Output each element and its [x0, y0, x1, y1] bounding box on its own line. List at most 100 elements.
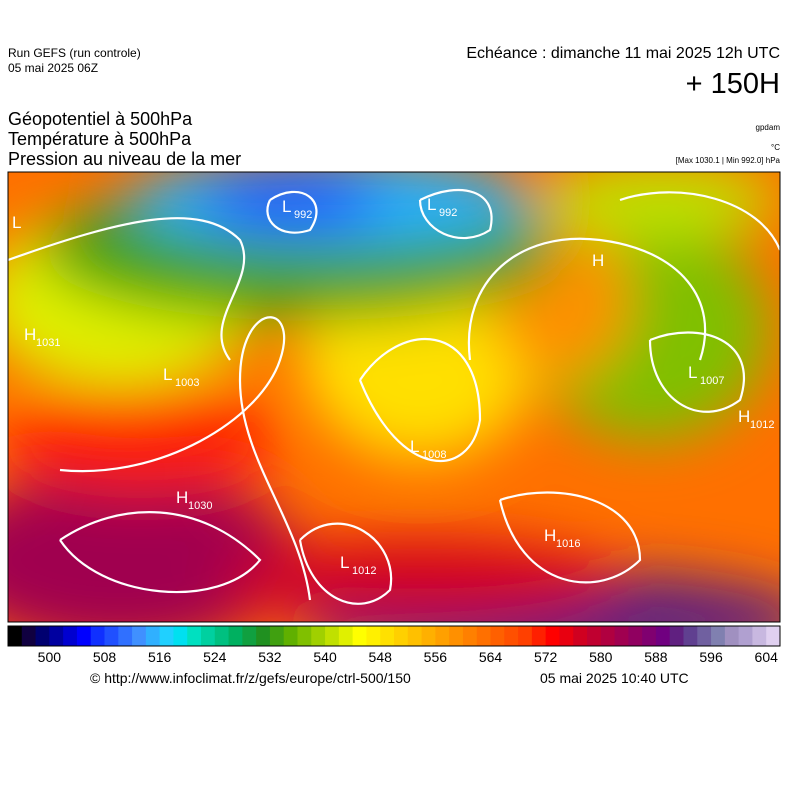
- unit-label: gpdam: [755, 123, 780, 132]
- unit-label: [Max 1030.1 | Min 992.0] hPa: [675, 156, 780, 165]
- colorbar-swatch: [269, 626, 285, 646]
- colorbar-swatch: [242, 626, 257, 646]
- legend-line: Géopotentiel à 500hPa: [8, 109, 193, 129]
- colorbar-tick-label: 588: [644, 649, 668, 665]
- colorbar-swatch: [407, 626, 423, 646]
- colorbar-tick-label: 604: [755, 649, 779, 665]
- colorbar-tick-label: 524: [203, 649, 227, 665]
- lead-time: + 150H: [685, 68, 780, 100]
- colorbar-tick-label: 540: [313, 649, 337, 665]
- colorbar-swatch: [435, 626, 450, 646]
- colorbar-swatch: [297, 626, 312, 646]
- colorbar-swatch: [573, 626, 588, 646]
- colorbar-tick-label: 508: [93, 649, 117, 665]
- colorbar-swatch: [352, 626, 367, 646]
- pressure-value: 1007: [700, 375, 724, 387]
- colorbar-swatch: [76, 626, 92, 646]
- colorbar-swatch: [90, 626, 105, 646]
- colorbar-swatch: [311, 626, 326, 646]
- colorbar-swatch: [642, 626, 657, 646]
- colorbar-swatch: [159, 626, 174, 646]
- pressure-value: 1012: [352, 565, 376, 577]
- colorbar-swatch: [118, 626, 133, 646]
- colorbar-swatch: [63, 626, 78, 646]
- unit-label: °C: [771, 143, 780, 152]
- colorbar-swatch: [394, 626, 409, 646]
- pressure-value: 1008: [422, 449, 446, 461]
- pressure-value: 1016: [556, 538, 580, 550]
- colorbar-swatch: [711, 626, 726, 646]
- colorbar-swatch: [669, 626, 684, 646]
- colorbar-swatch: [421, 626, 436, 646]
- colorbar-swatch: [21, 626, 37, 646]
- pressure-value: 992: [294, 209, 312, 221]
- valid-time: Echéance : dimanche 11 mai 2025 12h UTC: [466, 45, 780, 62]
- colorbar-swatch: [132, 626, 147, 646]
- source-url: © http://www.infoclimat.fr/z/gefs/europe…: [90, 670, 411, 686]
- pressure-letter: L: [12, 213, 21, 232]
- colorbar-swatch: [256, 626, 271, 646]
- colorbar-swatch: [476, 626, 491, 646]
- colorbar-swatch: [145, 626, 161, 646]
- colorbar-swatch: [35, 626, 50, 646]
- pressure-value: 1012: [750, 419, 774, 431]
- pressure-letter: H: [592, 251, 604, 270]
- isobars: [8, 188, 780, 605]
- colorbar-swatch: [8, 626, 23, 646]
- colorbar-swatch: [766, 626, 781, 646]
- colorbar-tick-label: 532: [258, 649, 282, 665]
- colorbar-swatch: [490, 626, 505, 646]
- colorbar-swatch: [380, 626, 395, 646]
- colorbar-swatch: [683, 626, 698, 646]
- legend-line: Pression au niveau de la mer: [8, 149, 242, 169]
- colorbar-tick-label: 548: [369, 649, 393, 665]
- pressure-letter: L: [427, 195, 436, 214]
- colorbar-swatch: [283, 626, 298, 646]
- colorbar-swatch: [545, 626, 560, 646]
- colorbar-swatch: [738, 626, 753, 646]
- colorbar-swatch: [201, 626, 216, 646]
- colorbar-tick-label: 596: [699, 649, 723, 665]
- pressure-letter: L: [340, 553, 349, 572]
- colorbar-swatch: [325, 626, 340, 646]
- pressure-letter: H: [176, 488, 188, 507]
- pressure-value: 1003: [175, 377, 199, 389]
- colorbar-tick-label: 572: [534, 649, 558, 665]
- field: [8, 172, 780, 622]
- colorbar-swatch: [187, 626, 202, 646]
- colorbar-swatch: [628, 626, 643, 646]
- colorbar-swatch: [104, 626, 119, 646]
- pressure-letter: H: [544, 526, 556, 545]
- colorbar-swatch: [228, 626, 243, 646]
- colorbar-swatch: [600, 626, 616, 646]
- colorbar-frame: [7, 625, 781, 647]
- colorbar-swatch: [49, 626, 64, 646]
- colorbar-tick-label: 580: [589, 649, 613, 665]
- render-time: 05 mai 2025 10:40 UTC: [540, 670, 689, 686]
- colorbar-swatch: [338, 626, 354, 646]
- pressure-letter: H: [738, 407, 750, 426]
- colorbar-swatch: [655, 626, 671, 646]
- colorbar-swatch: [366, 626, 381, 646]
- pressure-letter: L: [282, 197, 291, 216]
- pressure-letter: L: [688, 363, 697, 382]
- colorbar-swatch: [752, 626, 767, 646]
- pressure-value: 1031: [36, 337, 60, 349]
- pressure-letter: L: [410, 437, 419, 456]
- colorbar-tick-label: 516: [148, 649, 172, 665]
- pressure-letter: L: [163, 365, 172, 384]
- legend-line: Température à 500hPa: [8, 129, 192, 149]
- colorbar-swatch: [504, 626, 519, 646]
- colorbar-swatch: [449, 626, 464, 646]
- colorbar-swatch: [697, 626, 712, 646]
- colorbar-swatch: [559, 626, 574, 646]
- colorbar-swatch: [724, 626, 740, 646]
- colorbar-tick-label: 556: [424, 649, 448, 665]
- colorbar-swatch: [462, 626, 478, 646]
- colorbar-swatch: [214, 626, 230, 646]
- colorbar-swatch: [614, 626, 629, 646]
- colorbar-swatch: [531, 626, 547, 646]
- run-label: Run GEFS (run controle): [8, 46, 141, 60]
